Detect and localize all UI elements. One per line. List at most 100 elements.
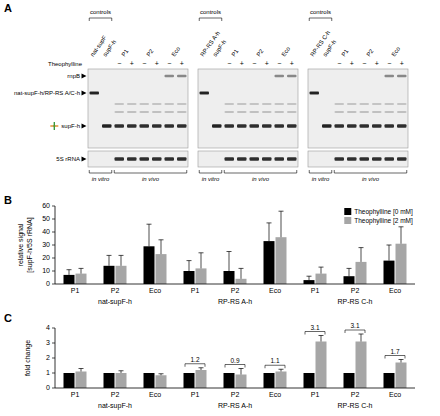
panel-letter: B (4, 194, 12, 206)
legend-label: Theophylline [2 mM] (354, 217, 413, 225)
bar (104, 266, 115, 284)
gel (88, 69, 188, 148)
treatment-sign: − (227, 60, 231, 67)
band (140, 124, 150, 128)
error-bar (147, 224, 152, 246)
figure: Acontrolsnat-supFsupF-hP1P2Eco−+−+−+in v… (0, 0, 440, 416)
treatment-sign: + (400, 60, 404, 67)
tick (52, 245, 55, 246)
band (225, 124, 235, 128)
band (372, 111, 382, 113)
group-label: RP-RS A-h (218, 298, 252, 305)
tick (52, 358, 55, 359)
error-bar (239, 268, 244, 278)
band (140, 103, 150, 105)
tick-label: 4 (46, 324, 50, 331)
tick (52, 388, 55, 389)
band (372, 157, 382, 161)
band (335, 124, 345, 128)
band (360, 124, 370, 128)
bracket (114, 170, 187, 173)
category-label: P2 (231, 391, 240, 398)
category-label: P1 (311, 287, 320, 294)
error-bar (199, 368, 204, 370)
category-label: Eco (149, 391, 161, 398)
bar (384, 261, 395, 284)
band (165, 103, 175, 105)
arrow (82, 157, 87, 162)
error-bar (279, 369, 284, 371)
band (115, 157, 125, 161)
legend: Theophylline [0 mM]Theophylline [2 mM] (344, 208, 413, 225)
category-label: P2 (111, 391, 120, 398)
band (335, 111, 345, 113)
bar (76, 274, 87, 284)
category-label: Eco (389, 287, 401, 294)
bracket (345, 330, 365, 333)
lane-label: supF-h (322, 39, 338, 58)
bracket (225, 365, 245, 368)
treatment-sign: − (252, 60, 256, 67)
band (177, 124, 187, 128)
data-label: 1.2 (190, 356, 199, 363)
in-vivo-label: in vivo (362, 176, 380, 182)
data-label: 0.9 (230, 357, 239, 364)
band (165, 157, 175, 161)
band (152, 124, 162, 128)
category-label: P2 (351, 391, 360, 398)
axis-title-line: fold change (24, 340, 32, 376)
axis-title: relative signal[supF-h/5S rRNA] (17, 217, 34, 272)
band (262, 124, 272, 128)
lane-label: supF-h (102, 39, 118, 58)
x-axis (55, 284, 415, 285)
band (275, 103, 285, 105)
category-label: P1 (311, 391, 320, 398)
treatment-sign: + (375, 60, 379, 67)
in-vivo-label: in vivo (142, 176, 160, 182)
treatment-sign: + (240, 60, 244, 67)
tick (52, 343, 55, 344)
treatment-sign: + (130, 60, 134, 67)
tick-label: 0 (46, 384, 50, 391)
data-label: 3.1 (350, 322, 359, 329)
tick-label: 40 (42, 228, 50, 235)
band (262, 111, 272, 113)
lane-label: P2 (365, 48, 375, 58)
band (90, 92, 100, 95)
data-label: 1.7 (390, 348, 399, 355)
band (177, 157, 187, 161)
tick-label: 60 (42, 202, 50, 209)
bar (276, 237, 287, 284)
band (310, 92, 320, 95)
band (397, 124, 407, 128)
bar (264, 241, 275, 284)
band (177, 111, 187, 113)
legend-swatch (344, 217, 351, 224)
bar (156, 254, 167, 284)
axis-title-line: relative signal (17, 223, 25, 266)
band (397, 111, 407, 113)
band (115, 103, 125, 105)
error-bar (279, 211, 284, 237)
treatment-sign: + (350, 60, 354, 67)
arrow (82, 91, 87, 96)
treatment-sign: + (180, 60, 184, 67)
bar (224, 271, 235, 284)
error-bar (107, 255, 112, 265)
error-bar (67, 270, 72, 275)
tick-label: 20 (42, 254, 50, 261)
band (347, 103, 357, 105)
category-label: Eco (149, 287, 161, 294)
band (140, 157, 150, 161)
bar (396, 363, 407, 389)
category-label: Eco (389, 391, 401, 398)
bar (76, 372, 87, 389)
in-vitro-label: in vitro (312, 176, 330, 182)
tick (52, 284, 55, 285)
treatment-sign: − (387, 60, 391, 67)
band (397, 157, 407, 161)
rna-icon (50, 122, 58, 130)
treatment-sign: − (117, 60, 121, 67)
band (250, 124, 260, 128)
tick (52, 219, 55, 220)
